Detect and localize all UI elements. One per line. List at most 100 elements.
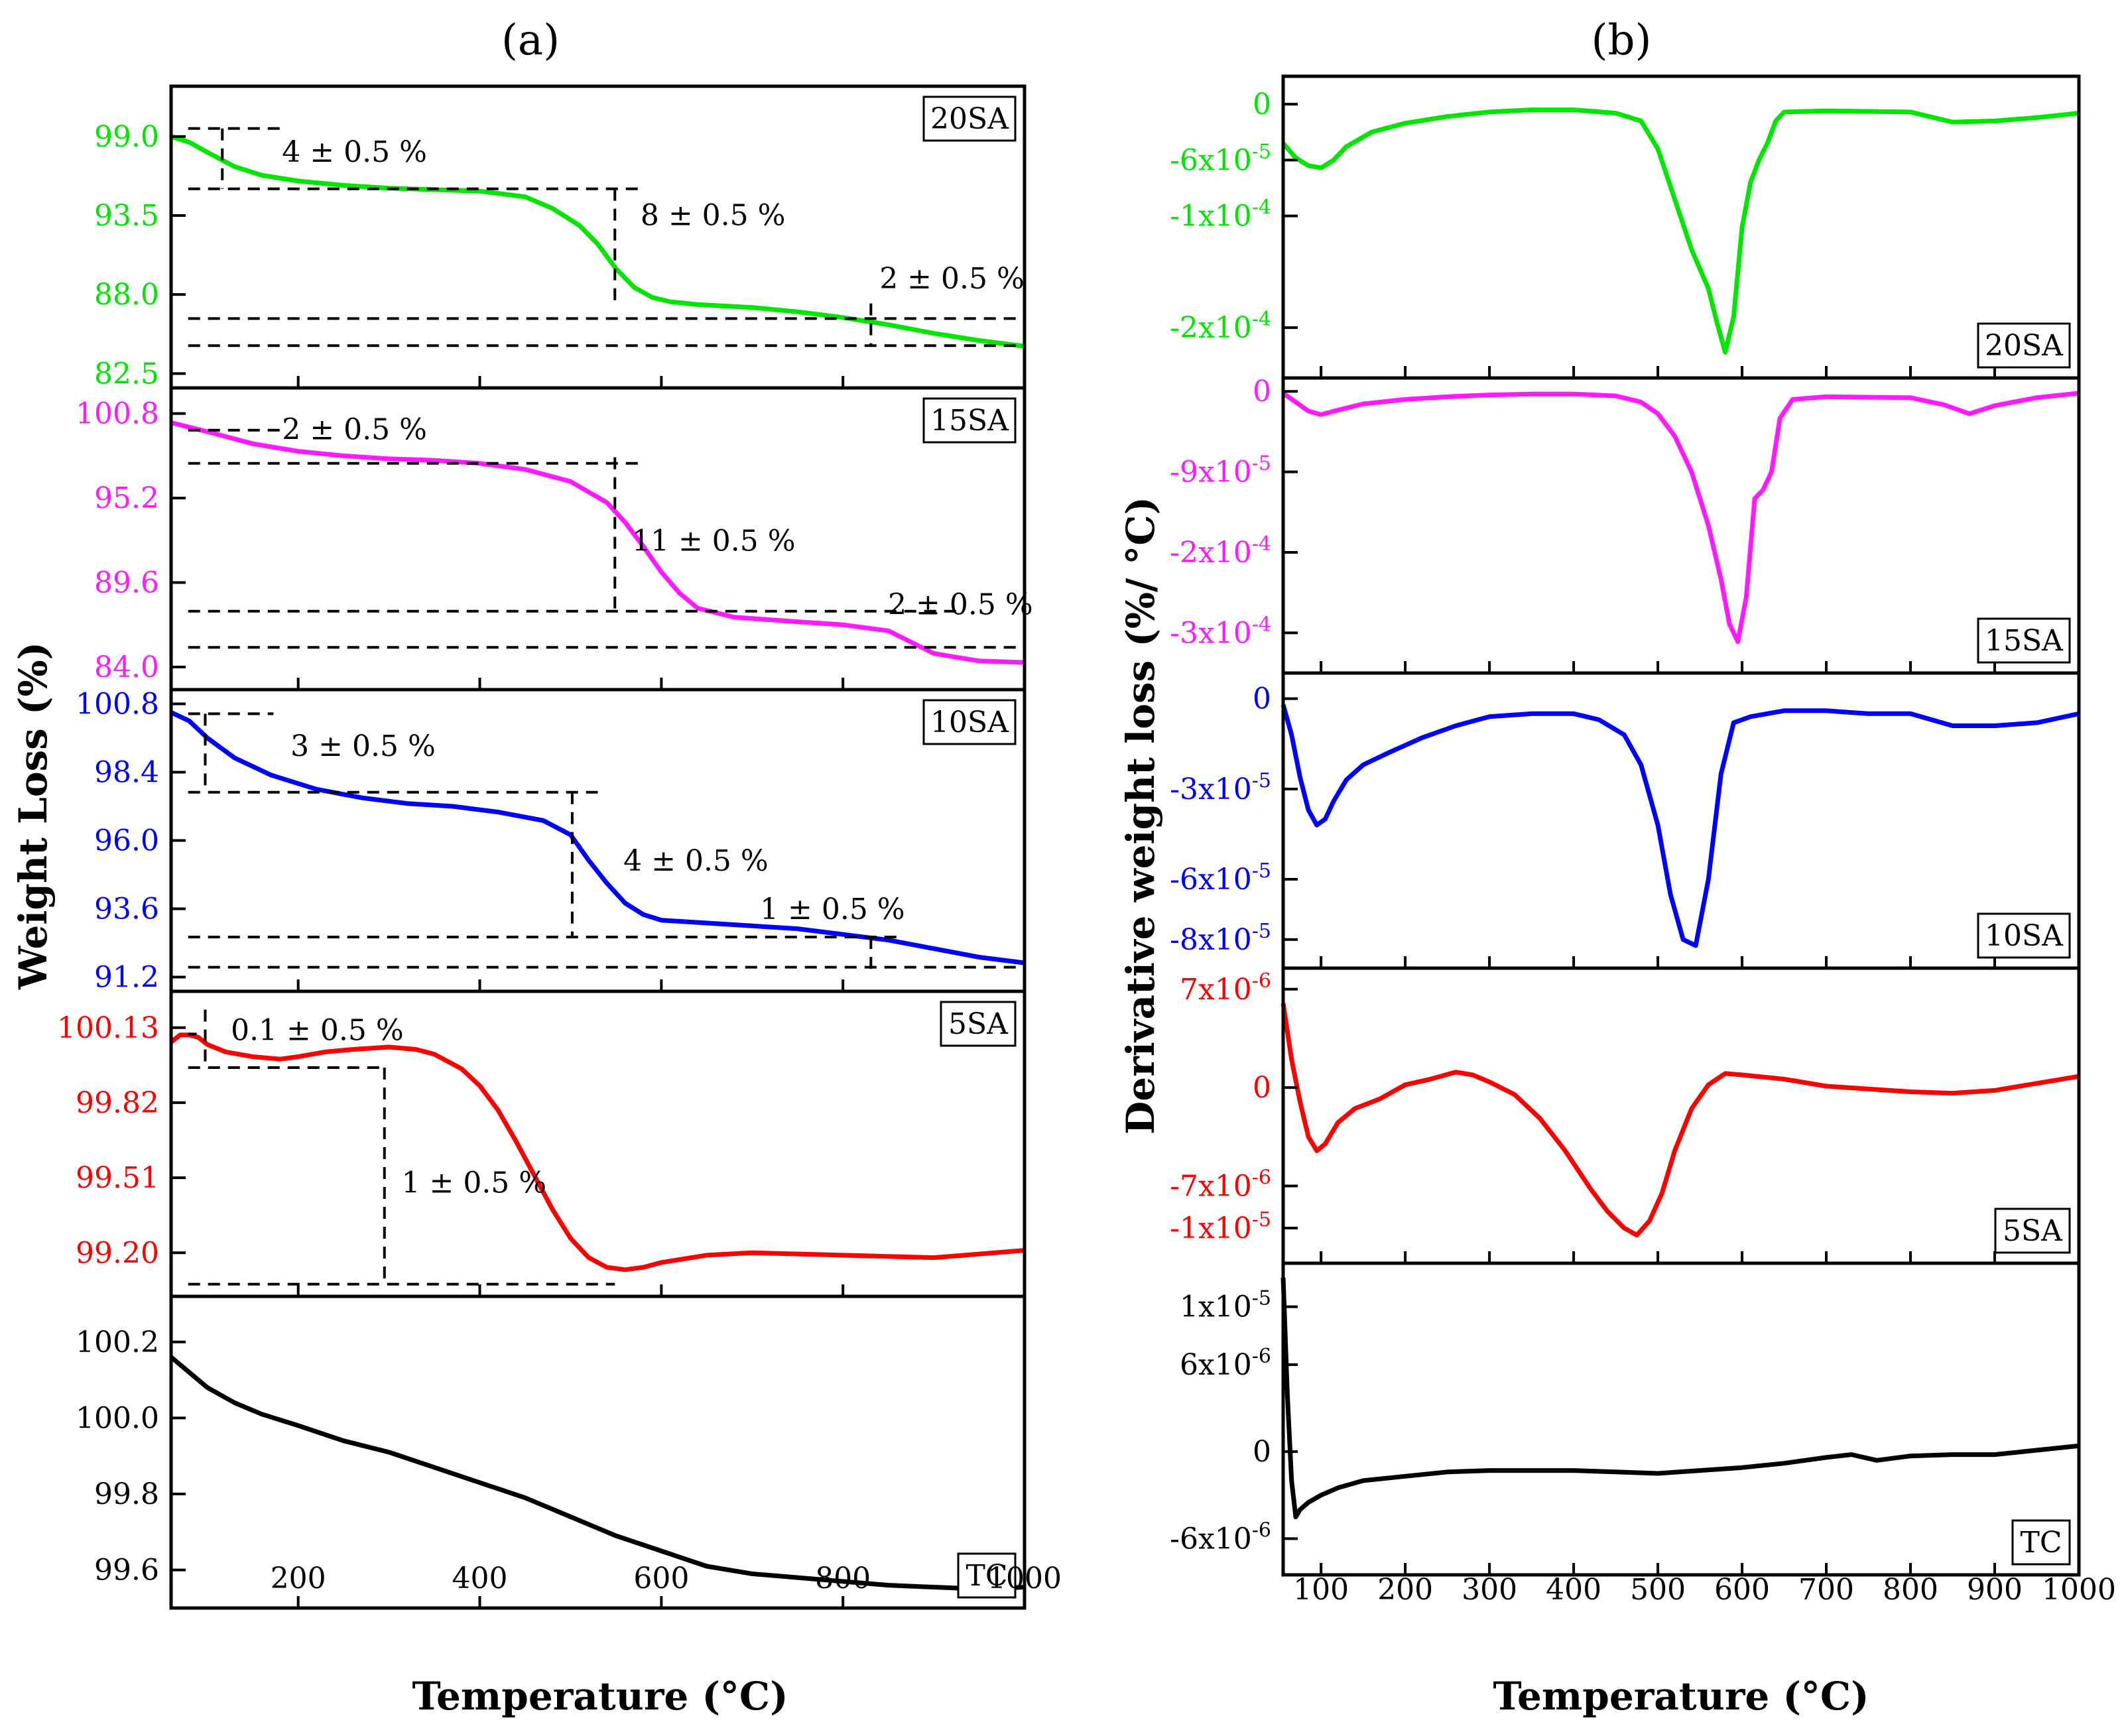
y-tick-base: -7x10 [1170,1169,1252,1203]
y-tick-label: 99.6 [94,1554,159,1587]
y-tick-exponent: -5 [1252,1208,1271,1231]
series-line-5sa [1281,1003,2080,1238]
y-tick-label: 88.0 [94,278,159,312]
annotation-label: 1 ± 0.5 % [401,1166,546,1200]
y-tick-label: 100.8 [76,397,159,431]
panel-a-title: (a) [501,16,560,65]
x-tick-label: 900 [1967,1573,2023,1607]
legend-label: 10SA [1985,919,2064,953]
y-tick-label: 82.5 [94,357,159,391]
y-tick-base: -2x10 [1170,536,1252,570]
y-tick-exponent: -5 [1252,452,1271,475]
legend-label: 15SA [930,404,1009,438]
y-tick-base: -1x10 [1170,1211,1252,1245]
y-tick-label: 99.82 [76,1086,159,1120]
legend-box [922,699,1017,745]
annotation-label: 8 ± 0.5 % [641,198,786,232]
y-tick-base: -6x10 [1170,143,1252,177]
subplot-15sa: 100.8 95.2 89.6 84.0 15SA 2 ± 0.5 % 11 ± 0.5 %… [76,386,1033,692]
y-tick-label: 95.2 [94,481,159,515]
y-tick-label: 96.0 [94,824,159,858]
legend-label: 5SA [2003,1214,2063,1248]
panel-b: (b) 0-6x10-5-1x10-4-2x10-420SA0-9x10-5-2… [1118,16,2116,1719]
y-tick-label: -2x10-4 [1170,532,1271,570]
panel-b-ylabel: Derivative weight loss (%/ °C) [1118,497,1163,1135]
x-tick-label: 100 [1293,1573,1349,1607]
y-tick-base: -1x10 [1170,200,1252,233]
x-tick-label: 400 [1546,1573,1601,1607]
annotation-label: 1 ± 0.5 % [760,893,905,926]
y-tick-label: 99.0 [94,120,159,154]
y-tick-label: 93.6 [94,893,159,926]
series-line-tc [1281,1277,2080,1520]
y-tick-base: -9x10 [1170,456,1252,489]
y-tick-label: 99.8 [94,1477,159,1511]
legend-box [922,397,1017,444]
y-tick-base: 7x10 [1180,973,1252,1007]
legend-label: 15SA [1985,624,2064,658]
annotation-label: 0.1 ± 0.5 % [231,1014,404,1048]
y-tick-exponent: -4 [1252,532,1271,556]
y-tick-label: 91.2 [94,961,159,995]
y-tick-label: 6x10-6 [1180,1345,1271,1382]
x-tick-label: 500 [1630,1573,1686,1607]
y-tick-label: 0 [1253,1071,1271,1105]
subplot-frame [169,1294,1027,1610]
y-tick-exponent: -6 [1252,1519,1271,1542]
annotation-label: 2 ± 0.5 % [879,262,1025,296]
legend-label: 10SA [930,706,1009,739]
x-tick-label: 200 [271,1562,326,1595]
x-tick-label: 300 [1462,1573,1517,1607]
legend-label: 20SA [1985,329,2064,363]
subplot-frame [1281,966,2081,1265]
x-tick-label: 800 [1883,1573,1938,1607]
y-tick-exponent: -4 [1252,308,1271,331]
y-tick-exponent: -4 [1252,613,1271,636]
y-tick-label: 98.4 [94,755,159,789]
panel-b-plots: 0-6x10-5-1x10-4-2x10-420SA0-9x10-5-2x10-… [1170,74,2116,1607]
legend-box [922,95,1017,142]
legend-label: TC [2020,1526,2062,1560]
y-tick-exponent: -6 [1252,1345,1271,1368]
subplot-frame [1281,1261,2081,1577]
y-tick-label: -2x10-4 [1170,308,1271,345]
series-line-15sa [1281,391,2080,645]
annotation-label: 4 ± 0.5 % [282,135,427,169]
y-tick-label: 84.0 [94,651,159,684]
subplot-5sa: 7x10-60-7x10-6-1x10-5 5SA [1170,966,2081,1265]
series-line-10sa [1281,704,2080,948]
y-tick-label: -6x10-6 [1170,1519,1271,1556]
subplot-frame [169,84,1027,390]
y-tick-label: -6x10-5 [1170,859,1271,897]
y-tick-base: -8x10 [1170,923,1252,957]
y-tick-label: -3x10-5 [1170,769,1271,806]
series-line-15sa [170,420,1025,665]
subplot-5sa: 100.13 99.82 99.51 99.20 5SA 0.1 ± 0.5 % 1 ± 0… [57,989,1027,1298]
legend-box [1977,912,2071,959]
series-line-20sa [170,134,1025,349]
series-line-5sa [169,1032,1025,1272]
y-tick-base: -6x10 [1170,1522,1252,1556]
y-tick-exponent: -5 [1252,769,1271,792]
x-tick-label: 200 [1377,1573,1433,1607]
panel-a-ylabel: Weight Loss (%) [11,642,56,990]
panel-a-xlabel: Temperature (°C) [412,1674,788,1719]
annotation-label: 2 ± 0.5 % [282,412,427,446]
legend-box [957,1552,1017,1599]
y-tick-label: 0 [1253,88,1271,121]
y-tick-exponent: -5 [1252,140,1271,163]
y-tick-label: 89.6 [94,566,159,599]
annotation-label: 3 ± 0.5 % [290,729,436,763]
y-tick-exponent: -4 [1252,196,1271,219]
y-tick-base: -3x10 [1170,616,1252,650]
y-tick-base: -6x10 [1170,863,1252,897]
y-tick-label: -1x10-4 [1170,196,1271,233]
x-tick-label: 800 [815,1562,871,1595]
x-tick-label: 700 [1798,1573,1854,1607]
x-tick-label: 400 [452,1562,508,1595]
annotation-label: 11 ± 0.5 % [632,525,796,558]
y-tick-label: 93.5 [94,199,159,233]
y-tick-exponent: -5 [1252,920,1271,943]
y-tick-base: 1x10 [1180,1290,1252,1324]
legend-box [1994,1208,2071,1254]
